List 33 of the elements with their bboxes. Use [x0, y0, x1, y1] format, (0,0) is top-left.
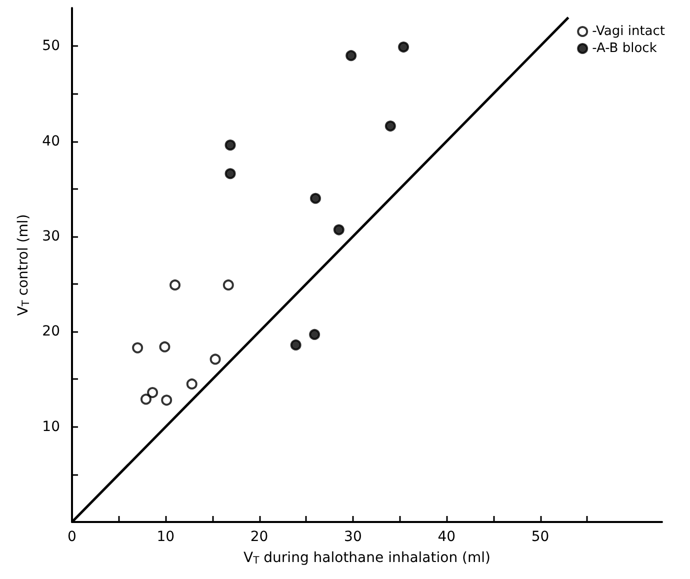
point	[159, 341, 170, 352]
point	[140, 394, 152, 405]
x-tick-label: 40	[438, 529, 456, 545]
point	[333, 224, 344, 236]
point	[210, 354, 221, 365]
point	[170, 279, 181, 290]
y-tick-label: 10	[42, 418, 60, 435]
point	[224, 140, 236, 151]
point	[222, 279, 234, 290]
point	[384, 120, 396, 132]
y-tick-label: 50	[42, 38, 60, 54]
x-tick-label: 50	[531, 529, 550, 545]
point	[161, 394, 172, 406]
y-tick-label: 20	[42, 324, 60, 340]
x-tick-label: 10	[156, 529, 175, 545]
y-axis-title: VT control (ml)	[15, 214, 32, 316]
legend-label: -Vagi intact	[592, 24, 666, 39]
x-tick-label: 30	[344, 529, 362, 545]
x-axis-title: VT during halothane inhalation (ml)	[244, 550, 490, 566]
point	[186, 378, 198, 390]
point	[147, 387, 158, 398]
point	[132, 342, 144, 354]
point	[398, 42, 410, 53]
y-tick-label: 40	[42, 133, 60, 150]
point	[310, 192, 321, 204]
point	[224, 168, 236, 180]
point	[346, 50, 357, 62]
point	[309, 328, 320, 340]
point	[290, 339, 302, 350]
x-tick-label: 20	[250, 529, 268, 545]
legend-label: -A-B block	[592, 41, 658, 56]
x-tick-label: 0	[68, 529, 76, 545]
y-tick-label: 30	[42, 228, 60, 244]
